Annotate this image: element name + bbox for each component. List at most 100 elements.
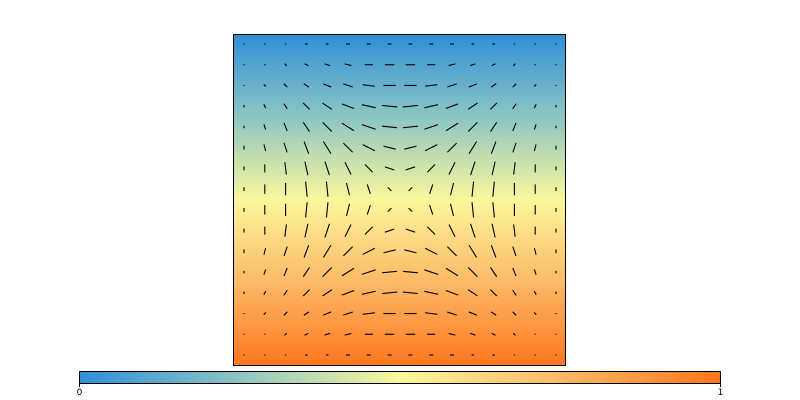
vector-arrow [345, 203, 351, 217]
vector-arrow [381, 104, 398, 108]
vector-arrow [512, 332, 516, 336]
vector-arrow [303, 245, 310, 258]
vector-arrow [304, 332, 309, 336]
colorbar [79, 371, 721, 384]
vector-arrow [445, 267, 459, 277]
vector-arrow [303, 83, 310, 88]
vector-arrow [533, 104, 537, 109]
vector-arrow [344, 332, 352, 336]
vector-arrow [303, 311, 310, 316]
vector-arrow [424, 247, 438, 255]
vector-arrow [381, 291, 398, 295]
vector-arrow [490, 121, 498, 132]
colorbar-tick-label: 1 [718, 388, 724, 398]
vector-arrow [470, 223, 476, 238]
vector-arrow [426, 226, 436, 235]
vector-arrow [512, 142, 517, 153]
vector-arrow [402, 270, 419, 274]
vector-arrow [471, 202, 475, 218]
vector-arrow [533, 290, 537, 295]
vector-arrow [263, 269, 267, 275]
vector-arrow [322, 102, 333, 110]
vector-arrow [467, 102, 478, 110]
vector-arrow [448, 63, 456, 67]
vector-arrow [470, 161, 476, 176]
vector-arrow [361, 124, 376, 130]
vector-arrow [344, 162, 352, 175]
vector-arrow [468, 311, 478, 316]
vector-arrow [512, 311, 517, 316]
vector-arrow [305, 181, 308, 197]
vector-arrow [284, 224, 287, 237]
vector-arrow [362, 247, 376, 255]
vector-arrow [447, 142, 457, 153]
vector-arrow [322, 121, 333, 132]
vector-arrow [322, 311, 332, 316]
vector-arrow [283, 311, 288, 316]
vector-arrow [324, 223, 330, 238]
vector-arrow [468, 244, 478, 258]
vector-arrow [492, 181, 495, 197]
vector-arrow [467, 289, 478, 297]
vector-arrow [429, 204, 434, 215]
vector-arrow [512, 246, 517, 257]
vector-arrow [512, 63, 516, 67]
vector-arrow [343, 246, 353, 257]
vector-arrow [429, 184, 434, 195]
vector-arrow [402, 104, 419, 108]
vector-arrow [324, 161, 330, 176]
vector-arrow [449, 203, 455, 217]
vector-arrow [284, 162, 287, 175]
vector-arrow [341, 289, 355, 296]
vector-arrow [324, 332, 330, 336]
vector-arrow [322, 289, 333, 297]
vector-arrow [408, 207, 413, 213]
vector-arrow [263, 144, 267, 152]
vector-arrow [449, 182, 455, 196]
vector-arrow [303, 141, 310, 154]
vector-arrow [513, 224, 516, 237]
vector-arrow [402, 291, 419, 295]
vector-arrow [283, 103, 288, 110]
vector-arrow [404, 249, 417, 254]
vector-arrow [383, 249, 396, 254]
vector-arrow [387, 186, 392, 192]
vector-arrow [468, 83, 478, 88]
vector-arrow [361, 269, 376, 275]
vector-arrow [325, 202, 329, 218]
vector-arrow [362, 144, 376, 152]
vector-arrow [343, 311, 353, 316]
vector-arrow [533, 269, 537, 275]
plot-area [233, 34, 566, 366]
vector-arrow [361, 290, 376, 295]
vector-arrow [533, 83, 537, 87]
vector-arrow [304, 161, 309, 176]
vector-arrow [424, 124, 439, 130]
vector-arrow [491, 161, 496, 176]
vector-arrow [302, 121, 310, 132]
vector-arrow [533, 124, 537, 130]
vector-arrow [490, 267, 498, 278]
vector-arrow [283, 289, 288, 296]
vector-arrow [263, 290, 267, 295]
vector-arrow [322, 244, 332, 258]
vector-arrow [364, 226, 374, 235]
vector-arrow [512, 122, 517, 132]
vector-arrow [512, 289, 517, 296]
vector-arrow [284, 63, 288, 67]
vector-arrow [405, 166, 416, 171]
vector-arrow [283, 267, 288, 277]
vector-arrow [490, 245, 497, 258]
vector-arrow [381, 270, 398, 274]
vector-arrow [445, 103, 459, 110]
vector-arrow [408, 186, 413, 192]
vector-arrow [341, 122, 355, 132]
vector-arrow [512, 103, 517, 110]
vector-arrow [424, 144, 438, 152]
vector-arrow [445, 122, 459, 132]
vector-arrow [263, 312, 267, 316]
vector-arrow [426, 164, 436, 173]
vector-arrow [471, 181, 475, 197]
vector-arrow [448, 162, 456, 175]
